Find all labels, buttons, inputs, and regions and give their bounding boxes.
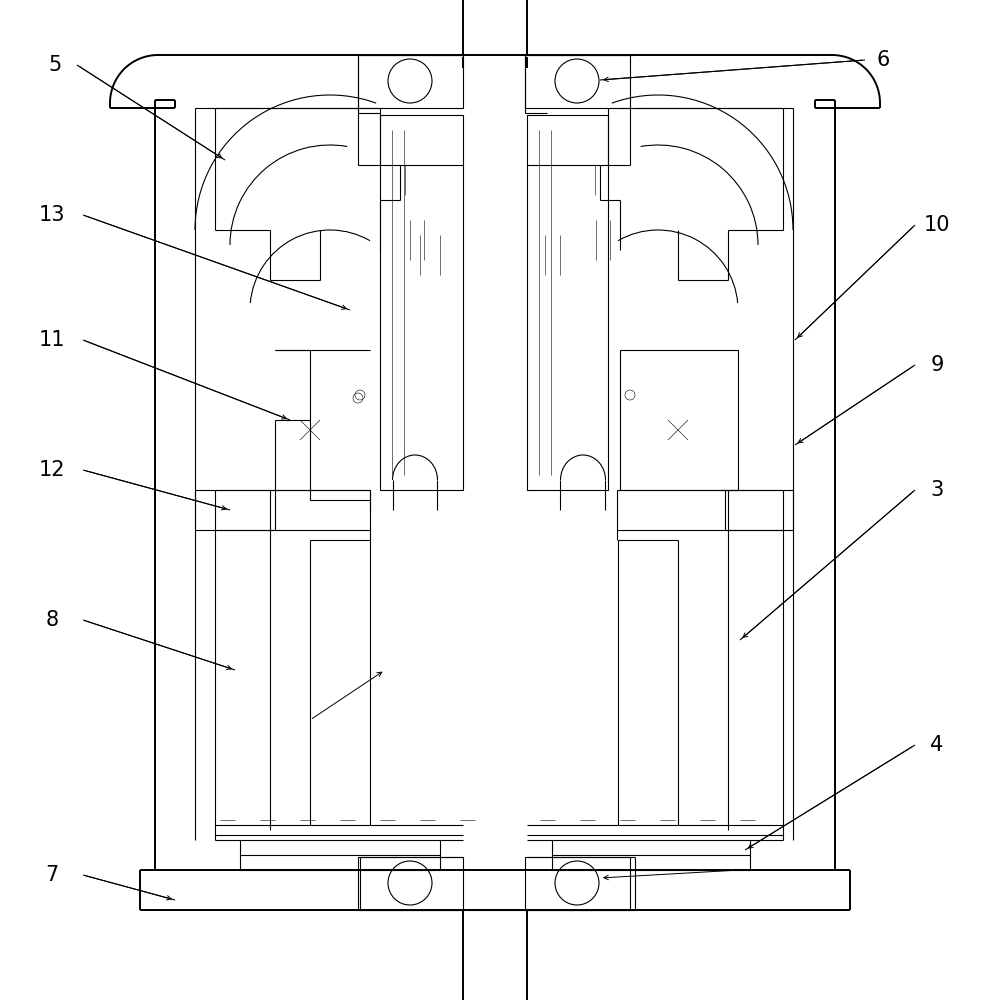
Bar (525, 55, 629, 108)
Text: 13: 13 (38, 205, 65, 225)
Text: 4: 4 (930, 735, 943, 755)
Text: 10: 10 (923, 215, 950, 235)
Bar (358, 55, 462, 108)
Bar (619, 350, 738, 490)
Text: 5: 5 (48, 55, 61, 75)
Text: 7: 7 (45, 865, 58, 885)
Bar (358, 857, 462, 910)
Bar (380, 115, 462, 490)
Bar (525, 857, 629, 910)
Text: 12: 12 (38, 460, 65, 480)
Text: 8: 8 (45, 610, 58, 630)
Text: 11: 11 (38, 330, 65, 350)
Bar (527, 115, 607, 490)
Text: 6: 6 (876, 50, 888, 70)
Text: 3: 3 (930, 480, 943, 500)
Text: 9: 9 (930, 355, 943, 375)
